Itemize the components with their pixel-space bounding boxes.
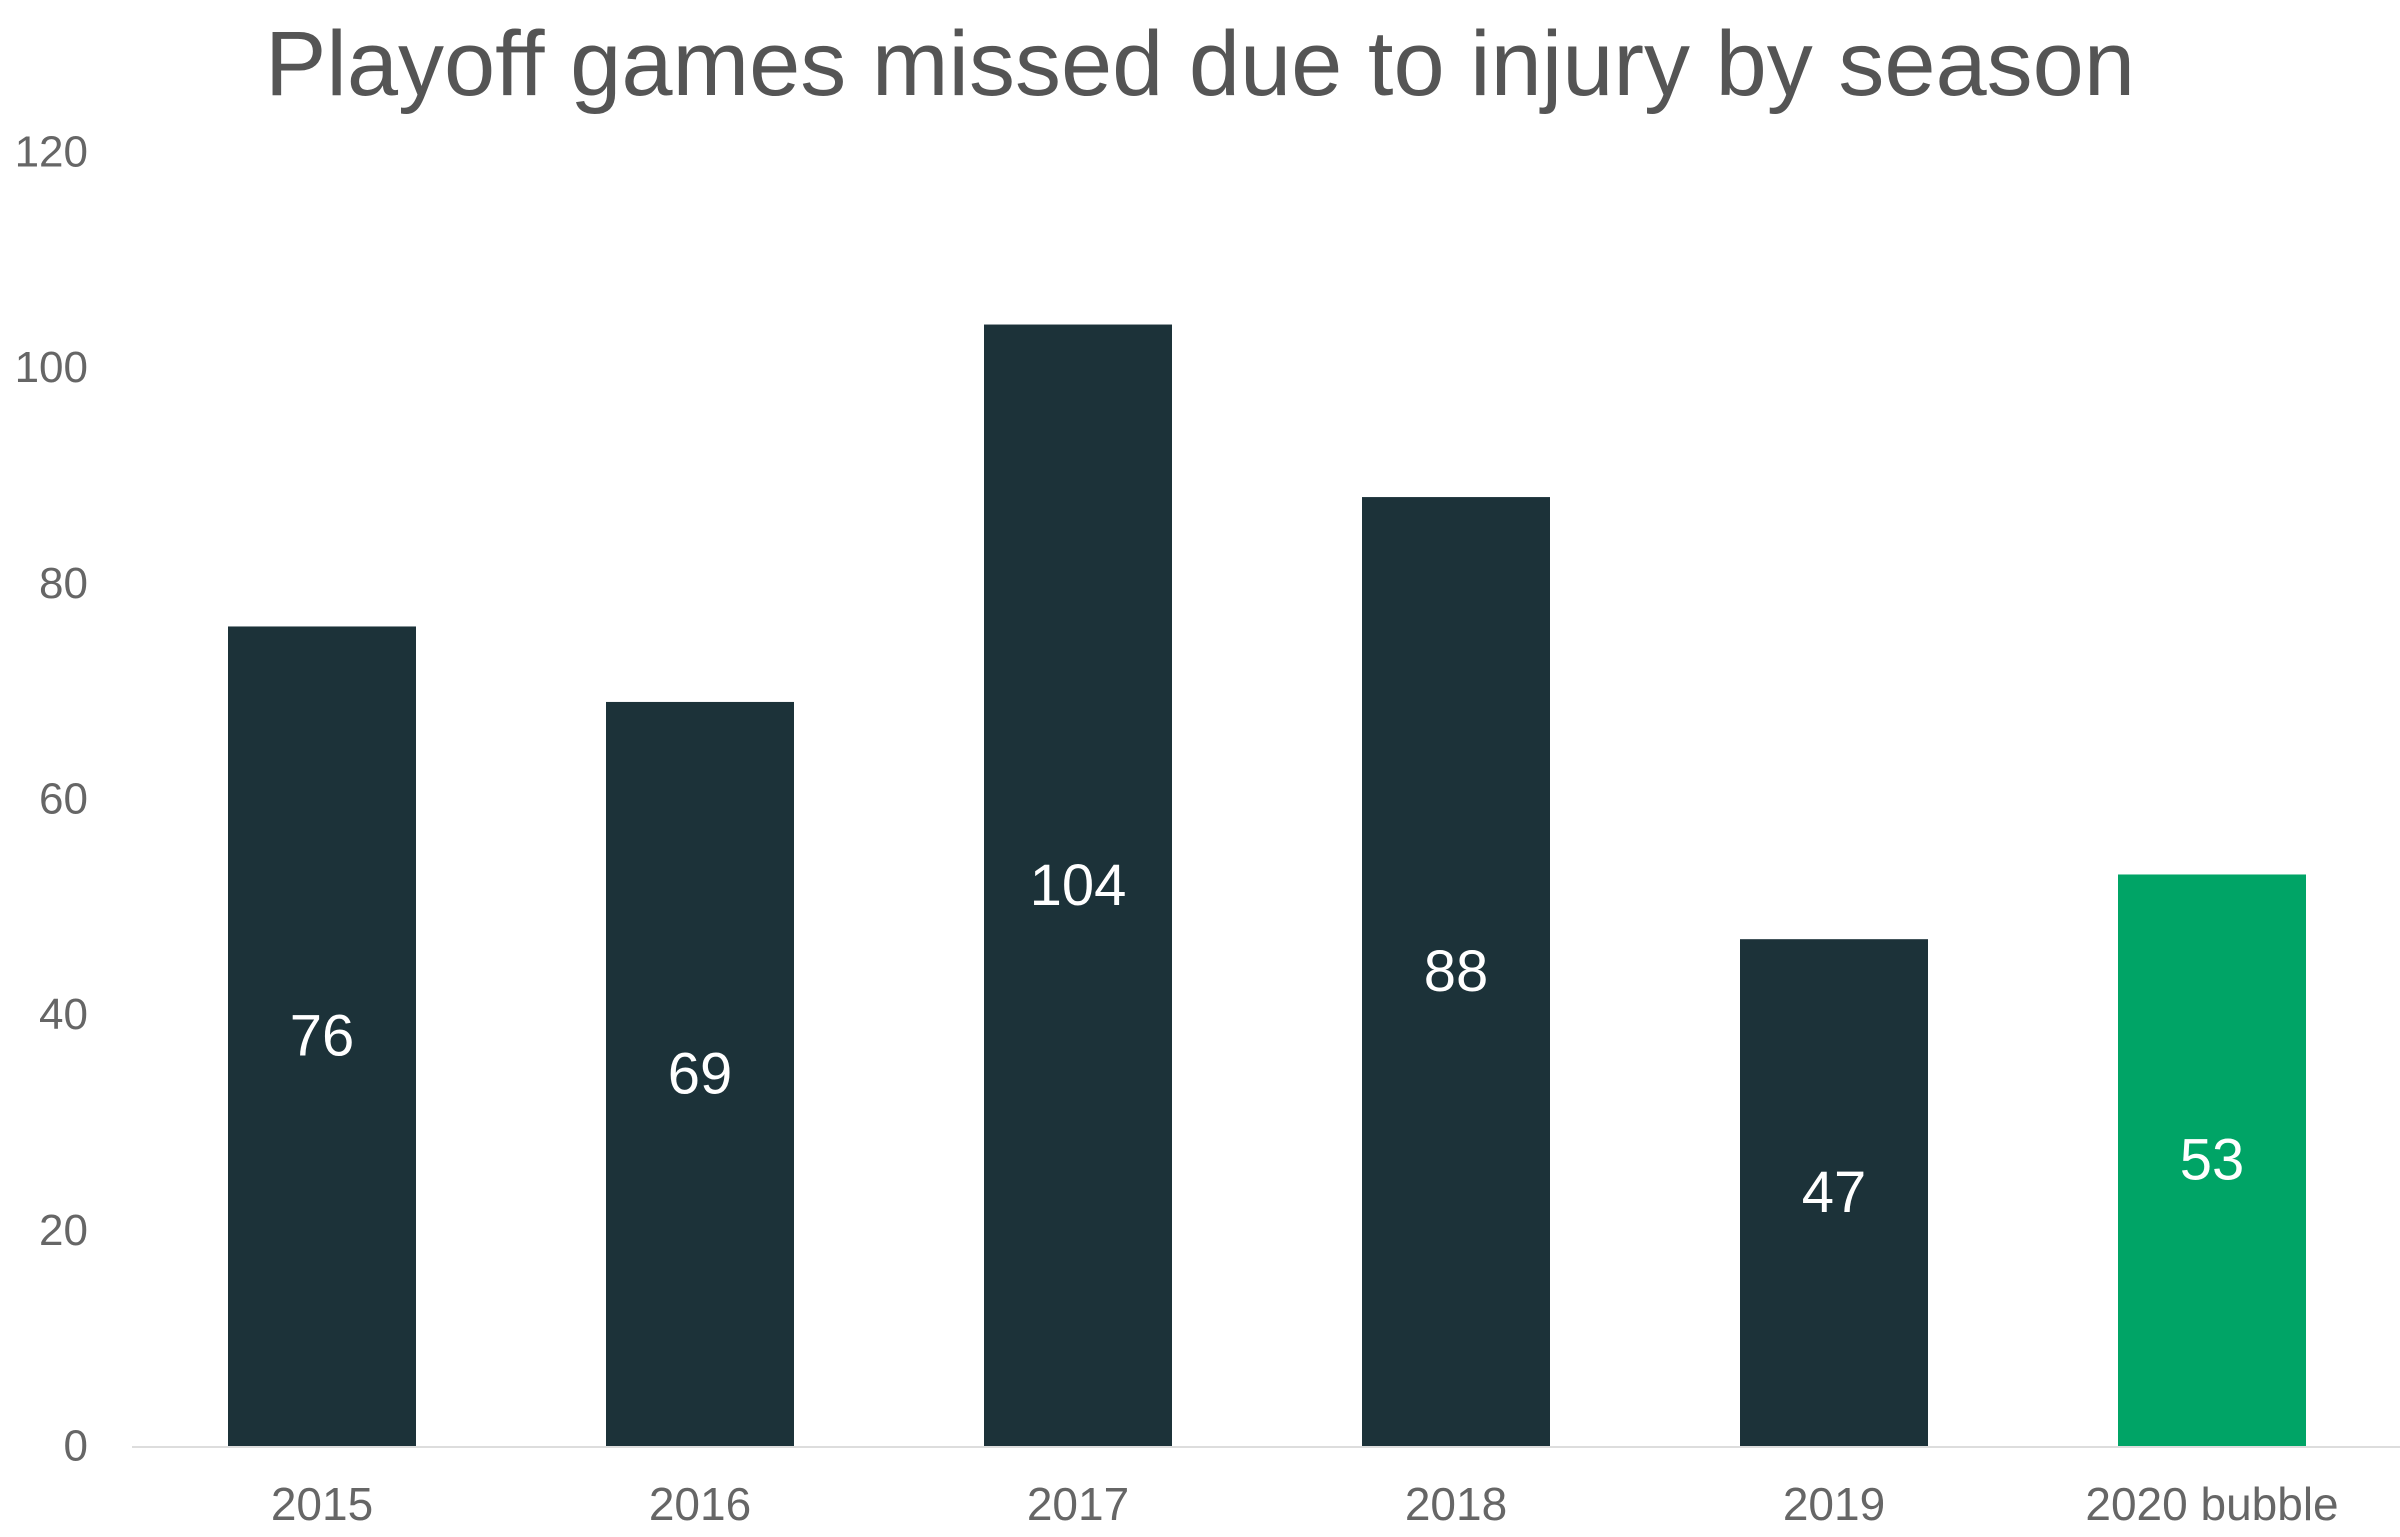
bar: [228, 626, 416, 1446]
y-tick-label: 0: [64, 1422, 88, 1471]
bar: [1740, 939, 1928, 1446]
x-tick-label: 2019: [1783, 1478, 1885, 1530]
x-tick-label: 2020 bubble: [2085, 1478, 2338, 1530]
data-labels: 76 69 104 88 47 53: [290, 853, 2245, 1225]
x-axis: 2015 2016 2017 2018 2019 2020 bubble: [271, 1478, 2339, 1530]
bar: [1362, 497, 1550, 1447]
bar: [606, 701, 794, 1446]
y-tick-label: 120: [15, 128, 88, 177]
bar-data-label: 69: [668, 1041, 733, 1106]
x-tick-label: 2015: [271, 1478, 373, 1530]
y-tick-label: 80: [39, 559, 88, 608]
x-tick-label: 2016: [649, 1478, 751, 1530]
y-tick-label: 60: [39, 775, 88, 824]
bar-data-label: 53: [2180, 1128, 2245, 1193]
bar-data-label: 104: [1030, 853, 1127, 918]
bar-data-label: 76: [290, 1004, 355, 1069]
x-tick-label: 2017: [1027, 1478, 1129, 1530]
y-axis: 0 20 40 60 80 100 120: [15, 128, 88, 1471]
y-tick-label: 40: [39, 990, 88, 1039]
bar: [2118, 874, 2306, 1446]
chart-title: Playoff games missed due to injury by se…: [265, 13, 2135, 115]
bars: [228, 324, 2306, 1447]
y-tick-label: 20: [39, 1206, 88, 1255]
bar-data-label: 88: [1424, 939, 1489, 1004]
x-tick-label: 2018: [1405, 1478, 1507, 1530]
bar-data-label: 47: [1802, 1160, 1867, 1225]
bar: [984, 324, 1172, 1446]
y-tick-label: 100: [15, 343, 88, 392]
